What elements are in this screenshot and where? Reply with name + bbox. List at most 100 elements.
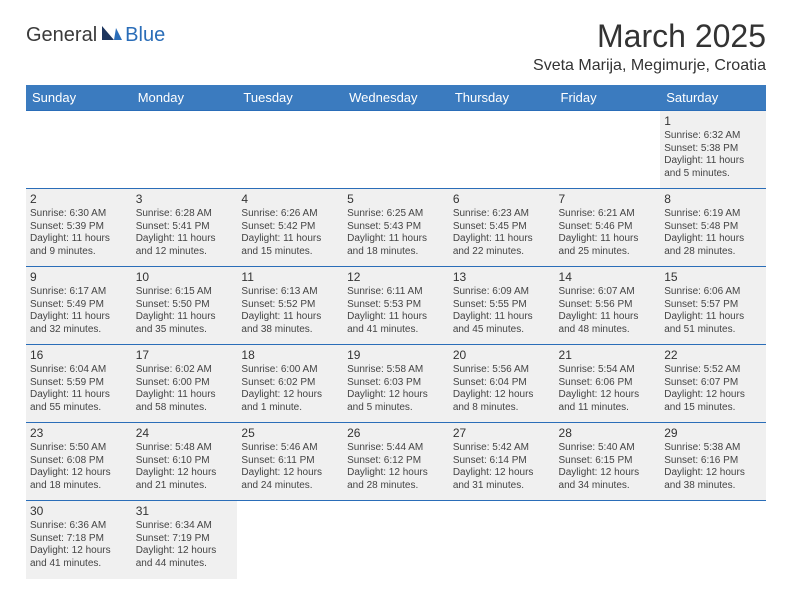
daylight-text: Daylight: 12 hours and 21 minutes. — [136, 467, 234, 492]
daylight-text: Daylight: 12 hours and 31 minutes. — [453, 467, 551, 492]
day-number: 22 — [664, 348, 762, 363]
logo-text-general: General — [26, 24, 97, 47]
calendar-empty-cell — [555, 501, 661, 579]
day-number: 16 — [30, 348, 128, 363]
sunrise-text: Sunrise: 6:06 AM — [664, 286, 762, 299]
sunrise-text: Sunrise: 6:36 AM — [30, 520, 128, 533]
sunset-text: Sunset: 5:50 PM — [136, 299, 234, 312]
calendar-day-cell: 29Sunrise: 5:38 AMSunset: 6:16 PMDayligh… — [660, 423, 766, 501]
sunrise-text: Sunrise: 5:54 AM — [559, 364, 657, 377]
sunset-text: Sunset: 7:18 PM — [30, 533, 128, 546]
calendar-empty-cell — [555, 111, 661, 189]
sunrise-text: Sunrise: 6:25 AM — [347, 208, 445, 221]
calendar-week-row: 9Sunrise: 6:17 AMSunset: 5:49 PMDaylight… — [26, 267, 766, 345]
calendar-week-row: 16Sunrise: 6:04 AMSunset: 5:59 PMDayligh… — [26, 345, 766, 423]
calendar-day-cell: 17Sunrise: 6:02 AMSunset: 6:00 PMDayligh… — [132, 345, 238, 423]
daylight-text: Daylight: 12 hours and 18 minutes. — [30, 467, 128, 492]
sunset-text: Sunset: 5:42 PM — [241, 221, 339, 234]
sunset-text: Sunset: 6:14 PM — [453, 455, 551, 468]
day-number: 21 — [559, 348, 657, 363]
daylight-text: Daylight: 12 hours and 34 minutes. — [559, 467, 657, 492]
sunset-text: Sunset: 5:45 PM — [453, 221, 551, 234]
day-number: 30 — [30, 504, 128, 519]
day-number: 13 — [453, 270, 551, 285]
daylight-text: Daylight: 11 hours and 51 minutes. — [664, 311, 762, 336]
calendar-day-cell: 13Sunrise: 6:09 AMSunset: 5:55 PMDayligh… — [449, 267, 555, 345]
daylight-text: Daylight: 11 hours and 5 minutes. — [664, 155, 762, 180]
day-number: 26 — [347, 426, 445, 441]
day-number: 12 — [347, 270, 445, 285]
logo-sail-icon — [101, 24, 123, 47]
sunset-text: Sunset: 5:52 PM — [241, 299, 339, 312]
calendar-day-cell: 19Sunrise: 5:58 AMSunset: 6:03 PMDayligh… — [343, 345, 449, 423]
daylight-text: Daylight: 11 hours and 41 minutes. — [347, 311, 445, 336]
calendar-day-cell: 22Sunrise: 5:52 AMSunset: 6:07 PMDayligh… — [660, 345, 766, 423]
day-number: 24 — [136, 426, 234, 441]
day-number: 9 — [30, 270, 128, 285]
calendar-day-cell: 3Sunrise: 6:28 AMSunset: 5:41 PMDaylight… — [132, 189, 238, 267]
daylight-text: Daylight: 11 hours and 55 minutes. — [30, 389, 128, 414]
sunset-text: Sunset: 6:03 PM — [347, 377, 445, 390]
day-number: 11 — [241, 270, 339, 285]
calendar-day-cell: 20Sunrise: 5:56 AMSunset: 6:04 PMDayligh… — [449, 345, 555, 423]
daylight-text: Daylight: 11 hours and 48 minutes. — [559, 311, 657, 336]
calendar-empty-cell — [660, 501, 766, 579]
sunrise-text: Sunrise: 6:02 AM — [136, 364, 234, 377]
sunrise-text: Sunrise: 6:28 AM — [136, 208, 234, 221]
day-number: 15 — [664, 270, 762, 285]
sunrise-text: Sunrise: 6:19 AM — [664, 208, 762, 221]
sunset-text: Sunset: 5:41 PM — [136, 221, 234, 234]
logo-text-blue: Blue — [125, 24, 165, 47]
sunrise-text: Sunrise: 6:11 AM — [347, 286, 445, 299]
calendar-day-cell: 31Sunrise: 6:34 AMSunset: 7:19 PMDayligh… — [132, 501, 238, 579]
daylight-text: Daylight: 11 hours and 28 minutes. — [664, 233, 762, 258]
calendar-day-cell: 23Sunrise: 5:50 AMSunset: 6:08 PMDayligh… — [26, 423, 132, 501]
calendar-day-cell: 1Sunrise: 6:32 AMSunset: 5:38 PMDaylight… — [660, 111, 766, 189]
daylight-text: Daylight: 12 hours and 8 minutes. — [453, 389, 551, 414]
day-number: 20 — [453, 348, 551, 363]
sunset-text: Sunset: 5:38 PM — [664, 143, 762, 156]
month-title: March 2025 — [533, 18, 766, 55]
sunrise-text: Sunrise: 6:07 AM — [559, 286, 657, 299]
calendar-day-cell: 5Sunrise: 6:25 AMSunset: 5:43 PMDaylight… — [343, 189, 449, 267]
logo: General Blue — [26, 24, 165, 47]
day-number: 7 — [559, 192, 657, 207]
sunset-text: Sunset: 6:08 PM — [30, 455, 128, 468]
daylight-text: Daylight: 11 hours and 35 minutes. — [136, 311, 234, 336]
location-text: Sveta Marija, Megimurje, Croatia — [533, 57, 766, 75]
day-number: 31 — [136, 504, 234, 519]
sunrise-text: Sunrise: 6:34 AM — [136, 520, 234, 533]
calendar-empty-cell — [237, 111, 343, 189]
calendar-day-cell: 11Sunrise: 6:13 AMSunset: 5:52 PMDayligh… — [237, 267, 343, 345]
weekday-header: Tuesday — [237, 85, 343, 111]
calendar-empty-cell — [132, 111, 238, 189]
day-number: 25 — [241, 426, 339, 441]
sunrise-text: Sunrise: 6:30 AM — [30, 208, 128, 221]
sunrise-text: Sunrise: 6:00 AM — [241, 364, 339, 377]
weekday-header: Friday — [555, 85, 661, 111]
sunset-text: Sunset: 5:56 PM — [559, 299, 657, 312]
sunrise-text: Sunrise: 6:17 AM — [30, 286, 128, 299]
daylight-text: Daylight: 11 hours and 45 minutes. — [453, 311, 551, 336]
day-number: 17 — [136, 348, 234, 363]
calendar-week-row: 30Sunrise: 6:36 AMSunset: 7:18 PMDayligh… — [26, 501, 766, 579]
day-number: 27 — [453, 426, 551, 441]
daylight-text: Daylight: 11 hours and 9 minutes. — [30, 233, 128, 258]
daylight-text: Daylight: 12 hours and 41 minutes. — [30, 545, 128, 570]
sunrise-text: Sunrise: 5:40 AM — [559, 442, 657, 455]
calendar-week-row: 23Sunrise: 5:50 AMSunset: 6:08 PMDayligh… — [26, 423, 766, 501]
calendar-empty-cell — [237, 501, 343, 579]
calendar-day-cell: 2Sunrise: 6:30 AMSunset: 5:39 PMDaylight… — [26, 189, 132, 267]
daylight-text: Daylight: 12 hours and 28 minutes. — [347, 467, 445, 492]
sunrise-text: Sunrise: 5:52 AM — [664, 364, 762, 377]
sunset-text: Sunset: 6:00 PM — [136, 377, 234, 390]
calendar-head: SundayMondayTuesdayWednesdayThursdayFrid… — [26, 85, 766, 111]
weekday-header: Thursday — [449, 85, 555, 111]
calendar-day-cell: 27Sunrise: 5:42 AMSunset: 6:14 PMDayligh… — [449, 423, 555, 501]
calendar-day-cell: 6Sunrise: 6:23 AMSunset: 5:45 PMDaylight… — [449, 189, 555, 267]
sunrise-text: Sunrise: 6:13 AM — [241, 286, 339, 299]
weekday-row: SundayMondayTuesdayWednesdayThursdayFrid… — [26, 85, 766, 111]
sunset-text: Sunset: 5:55 PM — [453, 299, 551, 312]
calendar-week-row: 2Sunrise: 6:30 AMSunset: 5:39 PMDaylight… — [26, 189, 766, 267]
day-number: 5 — [347, 192, 445, 207]
